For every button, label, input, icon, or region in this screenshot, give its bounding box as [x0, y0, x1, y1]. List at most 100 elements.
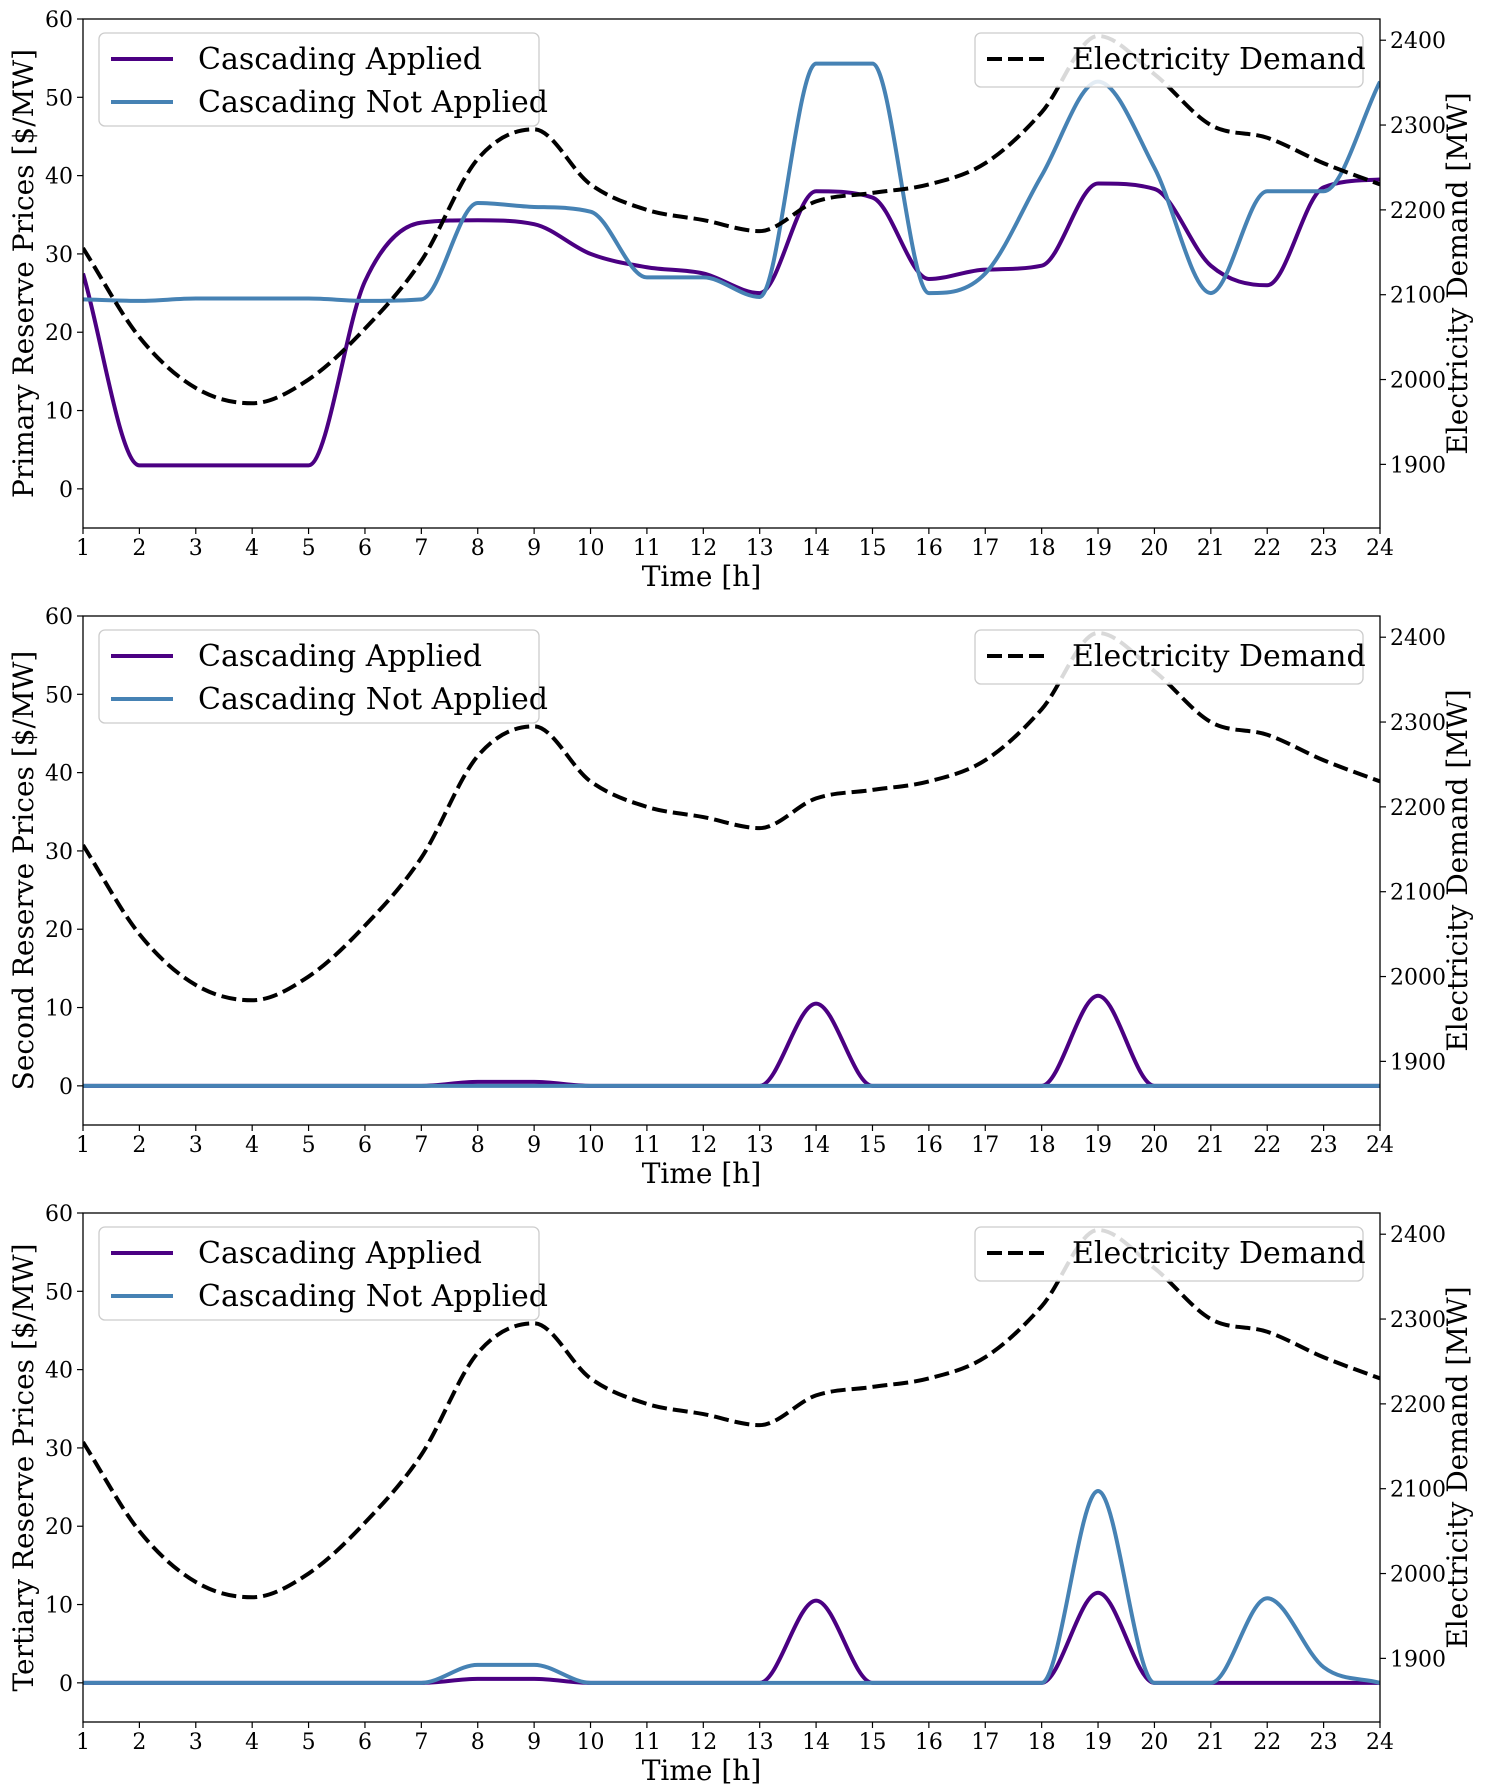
plot-frame: [82, 615, 1381, 1126]
y2-tick-label: 2200: [1390, 796, 1446, 821]
x-tick-label: 21: [1197, 1133, 1225, 1158]
y2-tick-label: 2300: [1390, 114, 1446, 139]
y-tick-label: 60: [45, 8, 73, 33]
x-tick-label: 7: [414, 536, 428, 561]
x-tick-label: 9: [527, 1133, 541, 1158]
x-tick-label: 15: [858, 1133, 886, 1158]
legend-label: Electricity Demand: [1072, 1236, 1366, 1271]
x-tick-label: 19: [1084, 1730, 1112, 1755]
x-tick-label: 20: [1140, 1133, 1168, 1158]
y-tick-label: 0: [59, 1075, 73, 1100]
y2-tick-label: 2000: [1390, 369, 1446, 394]
y2-tick-label: 2200: [1390, 1393, 1446, 1418]
x-tick-label: 4: [245, 536, 259, 561]
y-tick-label: 40: [45, 1359, 73, 1384]
x-tick-label: 18: [1028, 1730, 1056, 1755]
y-axis-title: Primary Reserve Prices [$/MW]: [7, 49, 40, 498]
legend-label: Electricity Demand: [1072, 42, 1366, 77]
x-tick-label: 14: [802, 1730, 830, 1755]
y-tick-label: 20: [45, 918, 73, 943]
x-tick-label: 1: [76, 1730, 90, 1755]
x-axis-title: Time [h]: [642, 1754, 762, 1787]
legend-right: Electricity Demand: [974, 32, 1366, 88]
legend-label: Cascading Applied: [198, 42, 482, 77]
y2-tick-label: 2400: [1390, 1223, 1446, 1248]
x-tick-label: 8: [471, 1133, 485, 1158]
x-tick-label: 9: [527, 536, 541, 561]
y2-tick-label: 2300: [1390, 711, 1446, 736]
y2-tick-label: 2400: [1390, 29, 1446, 54]
x-tick-label: 4: [245, 1133, 259, 1158]
x-tick-label: 17: [971, 536, 999, 561]
x-tick-label: 18: [1028, 536, 1056, 561]
x-tick-label: 20: [1140, 1730, 1168, 1755]
x-tick-label: 16: [915, 1730, 943, 1755]
x-tick-label: 1: [76, 536, 90, 561]
x-tick-label: 12: [689, 536, 717, 561]
x-tick-label: 9: [527, 1730, 541, 1755]
x-axis-title: Time [h]: [642, 1157, 762, 1190]
y2-tick-label: 2100: [1390, 881, 1446, 906]
x-axis-title: Time [h]: [642, 560, 762, 593]
x-tick-label: 11: [633, 536, 661, 561]
legend-label: Cascading Not Applied: [198, 1279, 548, 1314]
x-tick-label: 19: [1084, 536, 1112, 561]
x-tick-label: 7: [414, 1730, 428, 1755]
y-tick-label: 60: [45, 605, 73, 630]
y-tick-label: 30: [45, 1437, 73, 1462]
x-tick-label: 1: [76, 1133, 90, 1158]
y2-tick-label: 2400: [1390, 626, 1446, 651]
y-tick-label: 60: [45, 1202, 73, 1227]
x-tick-label: 10: [577, 536, 605, 561]
x-tick-label: 10: [577, 1730, 605, 1755]
x-tick-label: 7: [414, 1133, 428, 1158]
x-tick-label: 19: [1084, 1133, 1112, 1158]
x-tick-label: 22: [1253, 1730, 1281, 1755]
chart-panel-1: 1 2 3 4 5 6 7 8 9 10 11 12 13 14 15 16 17 18 19 20 21 22 23 24T…: [7, 8, 1474, 593]
x-tick-label: 4: [245, 1730, 259, 1755]
x-tick-label: 6: [358, 536, 372, 561]
x-tick-label: 6: [358, 1133, 372, 1158]
legend-left: Cascading Applied Cascading Not Applied: [98, 1226, 548, 1321]
x-tick-label: 15: [858, 1730, 886, 1755]
plot-frame: [82, 1212, 1381, 1723]
legend-label: Cascading Not Applied: [198, 682, 548, 717]
series-line-cascading-not-applied: [83, 1488, 1380, 1685]
y-tick-label: 40: [45, 165, 73, 190]
series-line-cascading-applied: [83, 993, 1380, 1088]
x-tick-label: 24: [1366, 1133, 1394, 1158]
series-line-cascading-applied: [83, 1590, 1380, 1685]
x-tick-label: 5: [302, 536, 316, 561]
x-tick-label: 3: [189, 536, 203, 561]
x-tick-label: 11: [633, 1133, 661, 1158]
y2-tick-label: 1900: [1390, 453, 1446, 478]
legend-right: Electricity Demand: [974, 1226, 1366, 1282]
legend-left: Cascading Applied Cascading Not Applied: [98, 32, 548, 127]
x-tick-label: 21: [1197, 536, 1225, 561]
x-tick-label: 13: [746, 1730, 774, 1755]
legend-label: Cascading Applied: [198, 1236, 482, 1271]
y2-tick-label: 2300: [1390, 1308, 1446, 1333]
x-tick-label: 10: [577, 1133, 605, 1158]
legend-left: Cascading Applied Cascading Not Applied: [98, 629, 548, 724]
x-tick-label: 17: [971, 1730, 999, 1755]
x-tick-label: 21: [1197, 1730, 1225, 1755]
x-tick-label: 5: [302, 1133, 316, 1158]
x-tick-label: 23: [1310, 536, 1338, 561]
legend-label: Electricity Demand: [1072, 639, 1366, 674]
y-tick-label: 10: [45, 997, 73, 1022]
y-tick-label: 10: [45, 400, 73, 425]
x-tick-label: 14: [802, 1133, 830, 1158]
x-tick-label: 3: [189, 1730, 203, 1755]
y2-tick-label: 2000: [1390, 966, 1446, 991]
y-axis-title: Tertiary Reserve Prices [$/MW]: [7, 1244, 40, 1692]
series-line-cascading-applied: [83, 177, 1380, 468]
x-tick-label: 13: [746, 536, 774, 561]
x-tick-label: 24: [1366, 536, 1394, 561]
x-tick-label: 22: [1253, 536, 1281, 561]
legend-right: Electricity Demand: [974, 629, 1366, 685]
x-tick-label: 15: [858, 536, 886, 561]
y-tick-label: 0: [59, 1672, 73, 1697]
y2-tick-label: 2100: [1390, 1478, 1446, 1503]
